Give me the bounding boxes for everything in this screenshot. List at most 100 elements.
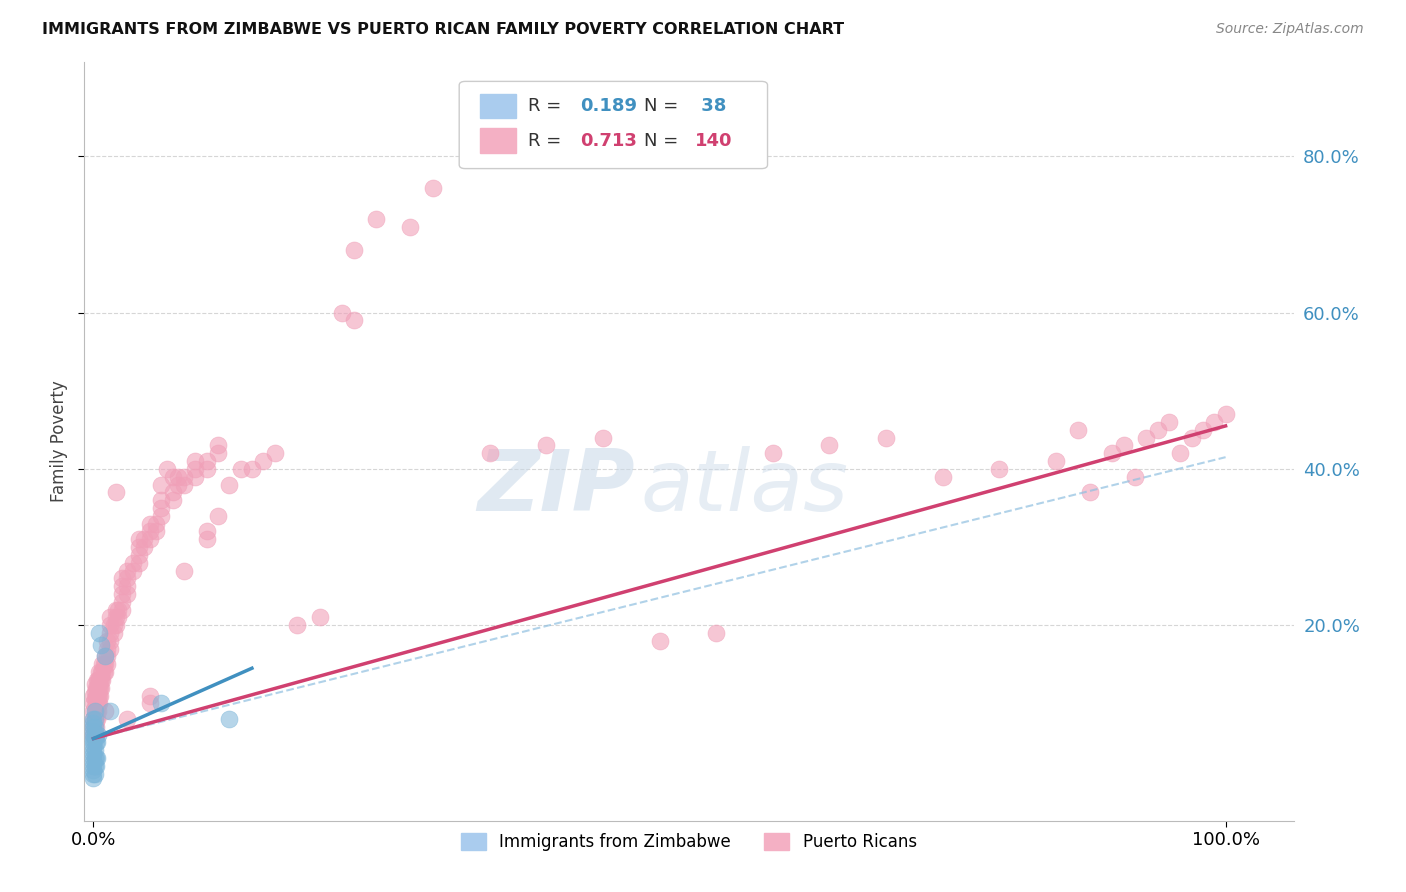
Point xyxy=(100,641,122,656)
Point xyxy=(343,313,366,327)
Point xyxy=(82,697,104,711)
Point xyxy=(82,759,104,773)
Point xyxy=(263,446,285,460)
Point xyxy=(93,649,115,664)
Point xyxy=(83,692,105,706)
Point xyxy=(82,763,104,777)
Text: 0.713: 0.713 xyxy=(581,131,637,150)
Point xyxy=(100,626,122,640)
Text: N =: N = xyxy=(644,96,685,115)
Point xyxy=(988,462,1011,476)
Point xyxy=(1146,423,1168,437)
Point xyxy=(105,485,128,500)
Point xyxy=(82,755,104,769)
Point xyxy=(1112,438,1135,452)
Point xyxy=(103,618,125,632)
Text: R =: R = xyxy=(529,96,567,115)
Point xyxy=(134,540,156,554)
Point xyxy=(82,712,104,726)
Point xyxy=(83,677,105,691)
Point xyxy=(195,454,218,468)
Point xyxy=(82,739,104,754)
Point xyxy=(207,446,229,460)
Point xyxy=(83,708,105,723)
Point xyxy=(173,564,195,578)
Point xyxy=(117,587,139,601)
Point xyxy=(762,446,785,460)
Point xyxy=(139,697,162,711)
Text: IMMIGRANTS FROM ZIMBABWE VS PUERTO RICAN FAMILY POVERTY CORRELATION CHART: IMMIGRANTS FROM ZIMBABWE VS PUERTO RICAN… xyxy=(42,22,845,37)
Point xyxy=(83,684,105,698)
Point xyxy=(150,500,173,515)
Point xyxy=(134,533,156,547)
Point xyxy=(308,610,330,624)
Point xyxy=(117,579,139,593)
Point xyxy=(105,618,128,632)
Point xyxy=(93,665,115,680)
Point xyxy=(86,712,108,726)
Point xyxy=(150,477,173,491)
Point xyxy=(117,564,139,578)
Point xyxy=(107,610,129,624)
Point xyxy=(207,438,229,452)
Point xyxy=(83,720,105,734)
Point xyxy=(96,633,118,648)
Point xyxy=(195,533,218,547)
Point xyxy=(875,431,897,445)
Point xyxy=(167,469,190,483)
Point xyxy=(89,689,111,703)
Point xyxy=(82,720,104,734)
Point xyxy=(478,446,501,460)
Point xyxy=(82,771,104,785)
Point xyxy=(184,454,207,468)
Point xyxy=(84,689,107,703)
Point xyxy=(83,700,105,714)
Point xyxy=(122,564,145,578)
Point xyxy=(87,697,110,711)
Point xyxy=(128,540,150,554)
Point xyxy=(82,735,104,749)
Point xyxy=(87,665,110,680)
Point xyxy=(87,626,110,640)
Point xyxy=(86,681,108,695)
Text: atlas: atlas xyxy=(641,445,849,529)
Point xyxy=(86,689,108,703)
Point xyxy=(87,689,110,703)
Point xyxy=(87,681,110,695)
Point xyxy=(91,657,114,672)
Point xyxy=(90,665,112,680)
Point xyxy=(111,579,134,593)
Point xyxy=(93,657,115,672)
Point xyxy=(240,462,263,476)
Point xyxy=(592,431,614,445)
Point xyxy=(83,751,105,765)
Point xyxy=(184,469,207,483)
Point xyxy=(128,533,150,547)
Point xyxy=(83,743,105,757)
Point xyxy=(82,728,104,742)
Point xyxy=(86,697,108,711)
Point xyxy=(83,766,105,780)
Point xyxy=(167,477,190,491)
Point xyxy=(96,657,118,672)
Point xyxy=(536,438,558,452)
Point xyxy=(207,508,229,523)
Point xyxy=(86,751,108,765)
Point xyxy=(195,524,218,539)
Point xyxy=(84,751,107,765)
Point xyxy=(128,548,150,562)
Point xyxy=(100,610,122,624)
Point xyxy=(90,681,112,695)
Point xyxy=(96,641,118,656)
Point xyxy=(87,697,110,711)
Point xyxy=(87,673,110,687)
Point xyxy=(195,462,218,476)
Point xyxy=(117,571,139,585)
Point xyxy=(1078,485,1101,500)
Point xyxy=(139,524,162,539)
Point xyxy=(117,712,139,726)
Point xyxy=(122,556,145,570)
Point xyxy=(82,715,104,730)
Point xyxy=(285,618,308,632)
Point xyxy=(96,649,118,664)
